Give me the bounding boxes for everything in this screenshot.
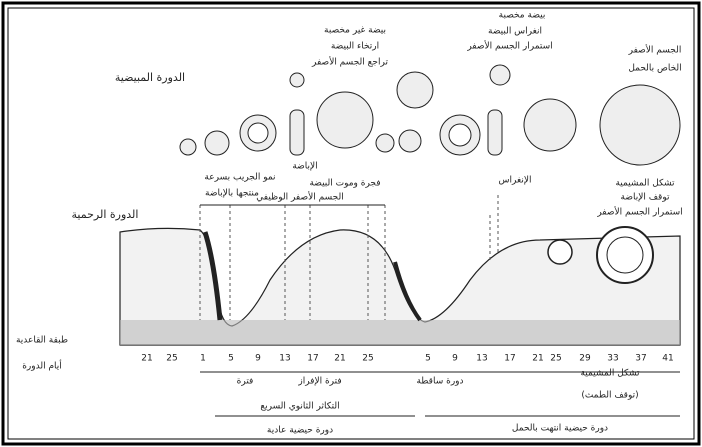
day-label: 5	[425, 354, 431, 364]
ovary-label: استمرار الجسم الأصفر	[466, 40, 552, 52]
day-label: 9	[452, 354, 458, 364]
day-label: 5	[228, 354, 234, 364]
day-label: 21	[334, 354, 345, 364]
uterine-label: فجرة وموت البيضة	[309, 179, 380, 189]
embryo-inner	[606, 236, 644, 274]
ovary-label: الإباضة	[292, 162, 317, 172]
phase-label: دورة حيضية انتهت بالحمل	[512, 424, 608, 434]
axis-label: أيام الدورة	[22, 360, 62, 372]
ovarian-title: الدورة المبيضية	[115, 71, 185, 84]
ovary-stages	[179, 64, 681, 166]
phase-label: فترة	[237, 377, 254, 387]
uterine-label: الجسم الأصفر الوظيفي	[256, 191, 343, 203]
day-label: 25	[550, 354, 561, 364]
day-label: 17	[307, 354, 318, 364]
uterine-label: الإنغراس	[499, 176, 532, 186]
day-label: 25	[166, 354, 177, 364]
day-label: 41	[662, 354, 673, 364]
ovary-label: انغراس البيضة	[488, 27, 542, 37]
embryo	[596, 226, 654, 284]
day-label: 13	[476, 354, 487, 364]
ovary-label: الخاص بالحمل	[628, 64, 681, 74]
ovary-label: بيضة غير مخصبة	[324, 26, 386, 36]
uterine-label: منتجها بالإباضة	[205, 189, 259, 199]
day-label: 29	[579, 354, 591, 364]
day-label: 17	[504, 354, 515, 364]
uterine-label: توقف الإباضة	[621, 193, 670, 203]
phase-label: دورة حيضية عادية	[267, 426, 333, 436]
phase-label: التكاثر الثانوي السريع	[260, 402, 339, 412]
day-label: 9	[255, 354, 261, 364]
guides	[199, 195, 499, 320]
ovary-label: تراجع الجسم الأصفر	[311, 56, 388, 68]
day-label: 37	[635, 354, 646, 364]
day-label: 21	[532, 354, 543, 364]
phase-label: تشكل المشيمية	[580, 369, 640, 379]
uterine-label: تشكل المشيمية	[615, 179, 675, 189]
axis-label: طبقة القاعدية	[16, 336, 68, 346]
uterine-label: استمرار الجسم الأصفر	[596, 206, 682, 218]
frame-inner	[7, 7, 695, 440]
phase-label: (توقف الطمث)	[581, 391, 638, 401]
embryo	[547, 239, 573, 265]
phase-label: فترة الإفراز	[297, 377, 341, 387]
day-label: 33	[607, 354, 618, 364]
basal-band	[120, 320, 680, 345]
day-label: 25	[362, 354, 373, 364]
ovary-label: بيضة مخصبة	[499, 11, 546, 21]
phase-label: دورة ساقطة	[416, 377, 463, 387]
day-label: 21	[141, 354, 152, 364]
day-label: 1	[200, 354, 206, 364]
ovary-label: الجسم الأصفر	[628, 44, 682, 56]
day-label: 13	[279, 354, 290, 364]
ovary-label: ارتخاء البيضة	[331, 42, 379, 52]
menses	[393, 261, 422, 322]
uterine-label: نمو الجريب بسرعة	[204, 173, 275, 183]
menses	[202, 231, 223, 321]
uterine-title: الدورة الرحمية	[72, 208, 139, 221]
